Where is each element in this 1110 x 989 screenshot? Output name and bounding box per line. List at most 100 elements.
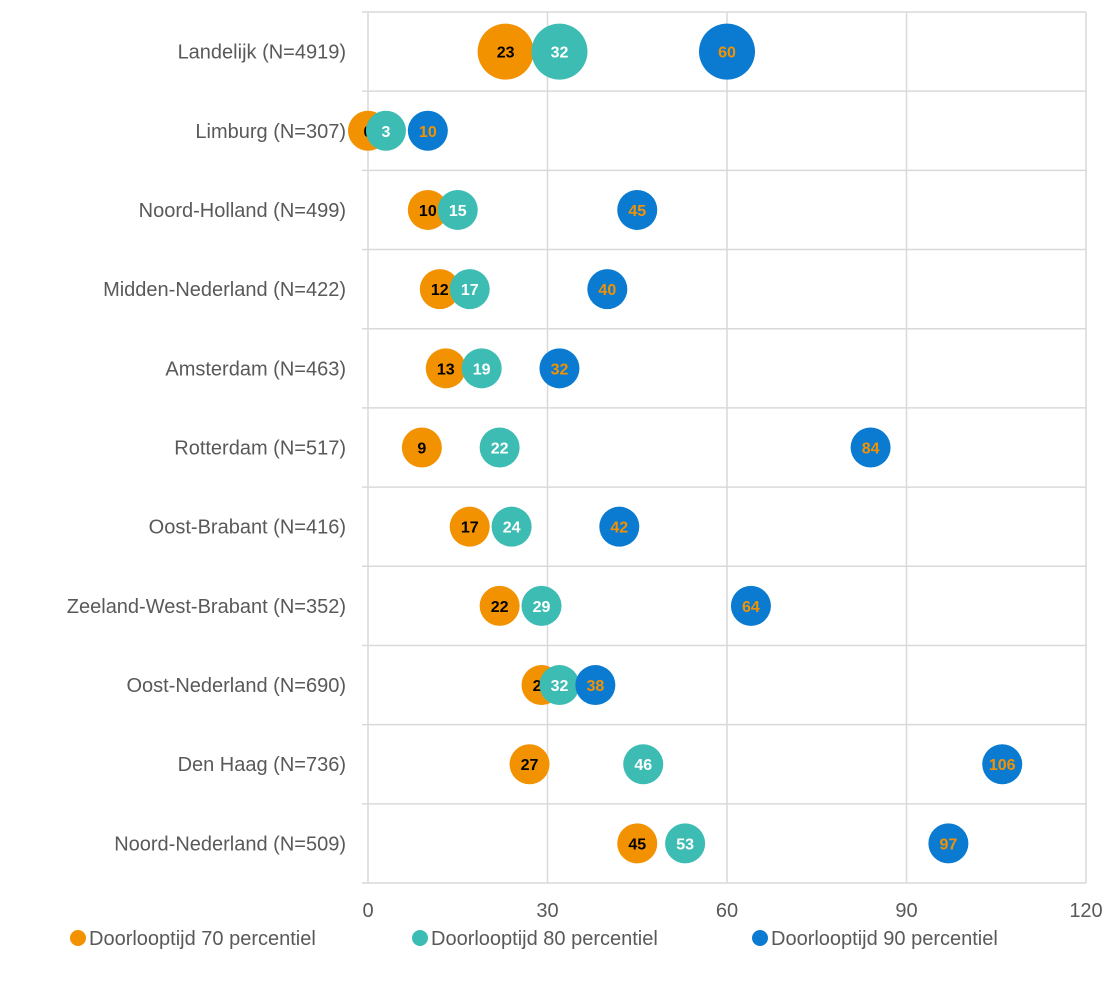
bubble-point: 45 (617, 189, 658, 230)
data-label: 27 (521, 757, 539, 774)
data-label: 53 (676, 836, 694, 853)
data-label: 40 (598, 282, 616, 299)
legend: Doorlooptijd 70 percentiel Doorlooptijd 8… (70, 928, 998, 950)
data-label: 10 (419, 203, 437, 220)
data-label: 22 (491, 441, 509, 458)
data-label: 19 (473, 361, 491, 378)
data-label: 60 (718, 45, 736, 62)
bubble-point: 106 (982, 744, 1023, 785)
bubble-point: 45 (617, 823, 658, 864)
data-label: 10 (419, 124, 437, 141)
bubble-marker (587, 269, 628, 310)
bubble-marker (407, 110, 448, 151)
data-label: 45 (628, 836, 646, 853)
data-label: 13 (437, 361, 455, 378)
category-label: Noord-Holland (N=499) (139, 200, 346, 222)
bubble-marker (477, 23, 534, 80)
bubble-marker (449, 269, 490, 310)
bubble-point: 10 (407, 189, 448, 230)
bubble-marker (521, 585, 562, 626)
bubble-point: 15 (437, 189, 478, 230)
bubbles: 2301012139172229274532315171922242932465… (348, 23, 1023, 864)
bubble-point: 13 (425, 348, 466, 389)
data-label: 46 (634, 757, 652, 774)
data-label: 3 (381, 124, 390, 141)
category-label: Oost-Nederland (N=690) (126, 675, 346, 697)
legend-item: Doorlooptijd 80 percentiel (412, 928, 658, 950)
bubble-marker (850, 427, 891, 468)
data-label: 32 (551, 678, 569, 695)
bubble-marker (982, 744, 1023, 785)
legend-item: Doorlooptijd 90 percentiel (752, 928, 998, 950)
bubble-point: 9 (401, 427, 442, 468)
data-label: 17 (461, 282, 479, 299)
bubble-point: 60 (699, 23, 755, 80)
bubble-point: 38 (575, 665, 616, 706)
bubble-marker (928, 823, 969, 864)
bubble-marker (419, 269, 460, 310)
category-label: Oost-Brabant (N=416) (149, 517, 346, 539)
data-label: 24 (503, 520, 521, 537)
bubble-marker (539, 665, 580, 706)
x-tick-label: 120 (1069, 900, 1102, 922)
category-label: Rotterdam (N=517) (174, 438, 346, 460)
data-label: 17 (461, 520, 479, 537)
bubble-marker (401, 427, 442, 468)
data-label: 45 (628, 203, 646, 220)
data-label: 97 (939, 836, 957, 853)
bubble-point: 10 (407, 110, 448, 151)
bubble-point: 27 (509, 744, 550, 785)
data-label: 29 (533, 599, 551, 616)
legend-marker (70, 930, 86, 946)
bubble-point: 17 (449, 269, 490, 310)
bubble-point: 32 (539, 348, 580, 389)
data-label: 42 (610, 520, 628, 537)
bubble-marker (623, 744, 664, 785)
category-labels: Landelijk (N=4919) Limburg (N=307) Noord-H… (67, 42, 346, 856)
grid-layer (362, 11, 1087, 884)
bubble-point: 19 (461, 348, 502, 389)
category-label: Noord-Nederland (N=509) (114, 833, 346, 855)
legend-marker (752, 930, 768, 946)
bubble-marker (365, 110, 406, 151)
bubble-marker (461, 348, 502, 389)
bubble-marker (617, 189, 658, 230)
legend-marker (412, 930, 428, 946)
data-label: 32 (551, 45, 569, 62)
bubble-point: 17 (449, 506, 490, 547)
bubble-marker (617, 823, 658, 864)
bubble-point: 53 (665, 823, 706, 864)
bubble-point: 23 (477, 23, 534, 80)
data-label: 12 (431, 282, 449, 299)
legend-label: Doorlooptijd 70 percentiel (89, 928, 316, 950)
x-tick-label: 90 (895, 900, 917, 922)
bubble-marker (509, 744, 550, 785)
category-label: Limburg (N=307) (195, 121, 346, 143)
bubble-marker (599, 506, 640, 547)
data-label: 38 (586, 678, 604, 695)
legend-label: Doorlooptijd 90 percentiel (771, 928, 998, 950)
bubble-point: 12 (419, 269, 460, 310)
bubble-point: 97 (928, 823, 969, 864)
bubble-marker (575, 665, 616, 706)
category-label: Amsterdam (N=463) (165, 358, 346, 380)
bubble-marker (665, 823, 706, 864)
legend-label: Doorlooptijd 80 percentiel (431, 928, 658, 950)
x-tick-label: 0 (362, 900, 373, 922)
bubble-marker (407, 189, 448, 230)
bubble-marker (449, 506, 490, 547)
data-label: 106 (989, 757, 1016, 774)
bubble-point: 32 (531, 23, 588, 80)
bubble-point: 42 (599, 506, 640, 547)
bubble-marker (491, 506, 532, 547)
x-tick-label: 60 (716, 900, 738, 922)
data-label: 9 (417, 441, 426, 458)
category-label: Zeeland-West-Brabant (N=352) (67, 596, 346, 618)
bubble-marker (425, 348, 466, 389)
x-axis-tick-labels: 0 30 60 90 120 (362, 900, 1102, 922)
bubble-point: 3 (365, 110, 406, 151)
bubble-point: 22 (479, 585, 520, 626)
bubble-point: 29 (521, 585, 562, 626)
bubble-marker (479, 585, 520, 626)
